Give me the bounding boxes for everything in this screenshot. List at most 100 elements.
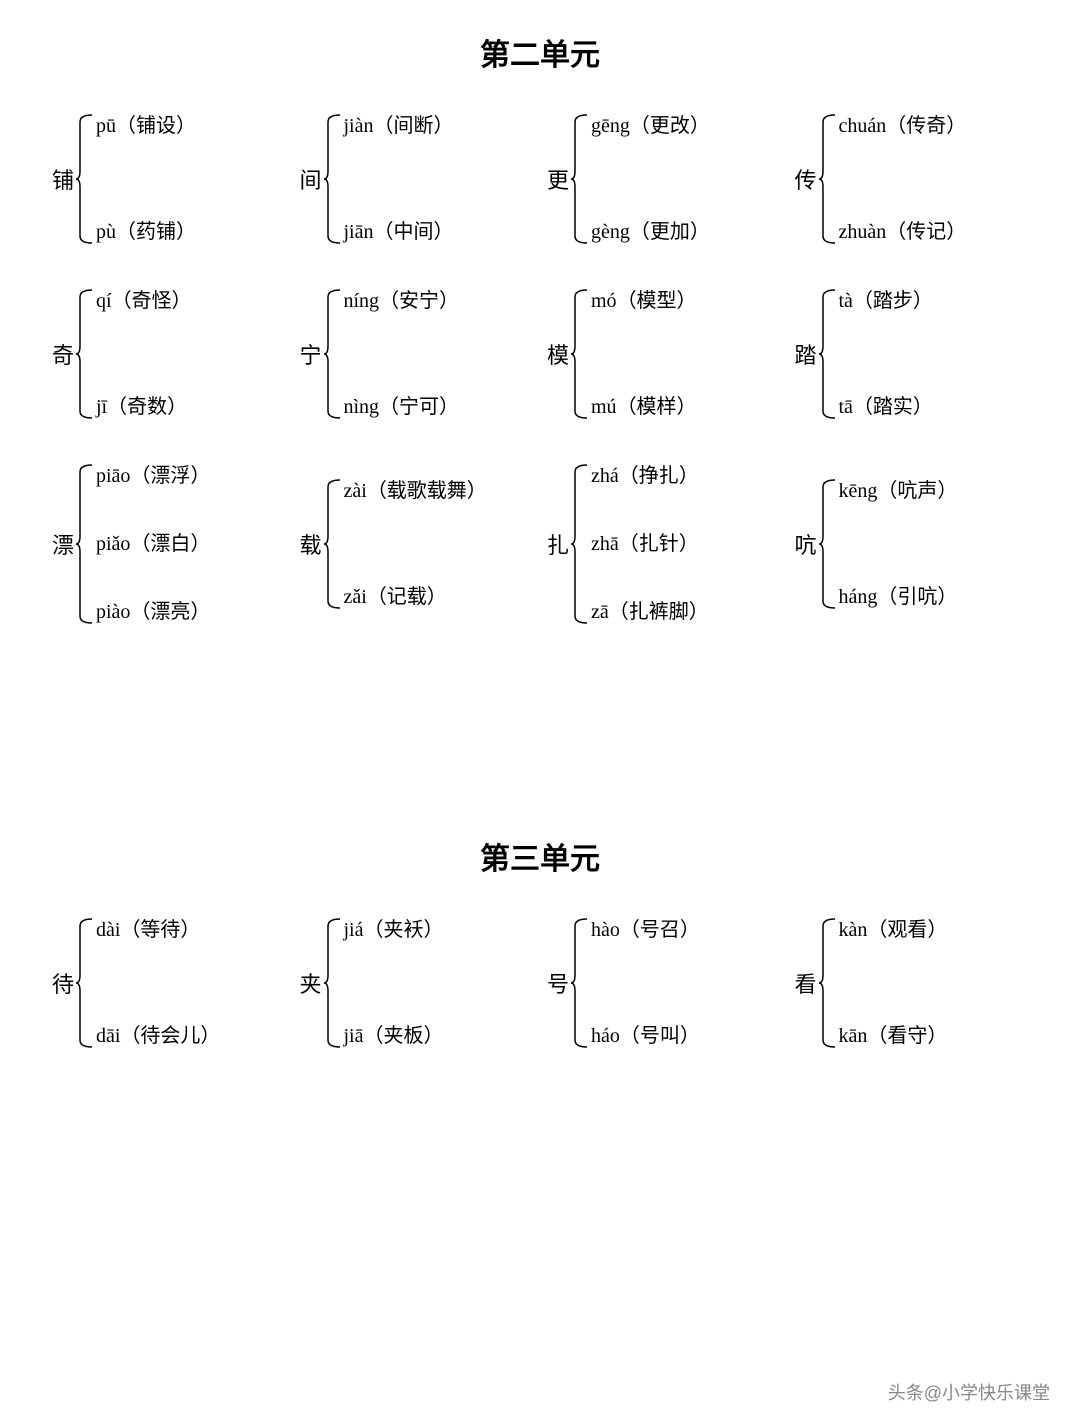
readings-list: piāo（漂浮）piǎo（漂白）piào（漂亮） [92, 464, 288, 624]
example-word: （漂亮） [130, 601, 210, 623]
polyphonic-entry: 号hào（号召）háo（号叫） [545, 918, 783, 1048]
brace-icon [819, 289, 835, 419]
brace-icon [324, 289, 340, 419]
pinyin: kàn [839, 919, 868, 941]
reading-item: pū（铺设） [96, 114, 288, 138]
entry-grid: 待dài（等待）dāi（待会儿）夹jiá（夹袄）jiā（夹板）号hào（号召）h… [50, 918, 1030, 1048]
reading-item: hào（号召） [591, 918, 783, 942]
readings-list: dài（等待） dāi（待会儿） [92, 918, 288, 1048]
hanzi-char: 更 [545, 163, 571, 195]
polyphonic-entry: 漂piāo（漂浮）piǎo（漂白）piào（漂亮） [50, 464, 288, 624]
pinyin: mú [591, 396, 617, 418]
example-word: （踏实） [853, 396, 933, 418]
pinyin: kān [839, 1025, 868, 1047]
example-word: （夹袄） [364, 919, 444, 941]
polyphonic-entry: 间 jiàn（间断） jiān（中间） [298, 114, 536, 244]
reading-item: jiān（中间） [344, 220, 536, 244]
unit-title: 第三单元 [50, 834, 1030, 878]
polyphonic-entry: 铺pū（铺设）pù（药铺） [50, 114, 288, 244]
reading-item: níng（安宁） [344, 289, 536, 313]
reading-item: kān（看守） [839, 1024, 1031, 1048]
readings-list: níng（安宁）nìng（宁可） [340, 289, 536, 419]
pinyin: mó [591, 290, 617, 312]
example-word: （模型） [617, 290, 697, 312]
polyphonic-entry: 载zài（载歌载舞）zǎi（记载） [298, 464, 536, 624]
reading-item: mó（模型） [591, 289, 783, 313]
reading-item: kēng（吭声） [839, 479, 1031, 503]
example-word: （记载） [367, 586, 447, 608]
pinyin: jiān [344, 221, 374, 243]
example-word: （漂白） [130, 533, 210, 555]
brace-icon [571, 918, 587, 1048]
reading-item: háo（号叫） [591, 1024, 783, 1048]
brace-icon [571, 464, 587, 624]
example-word: （扎针） [619, 533, 699, 555]
example-word: （药铺） [116, 221, 196, 243]
pinyin: jī [96, 396, 107, 418]
pinyin: jiá [344, 919, 364, 941]
reading-item: dāi（待会儿） [96, 1024, 288, 1048]
hanzi-char: 扎 [545, 528, 571, 560]
brace-icon [571, 289, 587, 419]
reading-item: zā（扎裤脚） [591, 600, 783, 624]
reading-item: dài（等待） [96, 918, 288, 942]
pinyin: pū [96, 115, 116, 137]
example-word: （看守） [867, 1025, 947, 1047]
brace-icon [324, 918, 340, 1048]
brace-icon [819, 114, 835, 244]
pinyin: dài [96, 919, 120, 941]
reading-item: jiá（夹袄） [344, 918, 536, 942]
example-word: （引吭） [877, 586, 957, 608]
brace-icon [571, 114, 587, 244]
hanzi-char: 载 [298, 528, 324, 560]
pinyin: zhá [591, 465, 619, 487]
example-word: （更加） [630, 221, 710, 243]
brace-icon [819, 479, 835, 609]
example-word: （观看） [867, 919, 947, 941]
pinyin: chuán [839, 115, 887, 137]
pinyin: kēng [839, 480, 878, 502]
polyphonic-entry: 扎zhá（挣扎）zhā（扎针）zā（扎裤脚） [545, 464, 783, 624]
pinyin: tà [839, 290, 853, 312]
hanzi-char: 漂 [50, 528, 76, 560]
polyphonic-entry: 吭 kēng（吭声） háng（引吭） [793, 464, 1031, 624]
hanzi-char: 踏 [793, 338, 819, 370]
hanzi-char: 看 [793, 967, 819, 999]
reading-item: piāo（漂浮） [96, 464, 288, 488]
readings-list: mó（模型）mú（模样） [587, 289, 783, 419]
example-word: （吭声） [877, 480, 957, 502]
pinyin: háng [839, 586, 878, 608]
reading-item: pù（药铺） [96, 220, 288, 244]
example-word: （号叫） [620, 1025, 700, 1047]
pinyin: nìng [344, 396, 380, 418]
polyphonic-entry: 待 dài（等待） dāi（待会儿） [50, 918, 288, 1048]
pinyin: piǎo [96, 533, 130, 555]
example-word: （挣扎） [619, 465, 699, 487]
reading-item: jiā（夹板） [344, 1024, 536, 1048]
readings-list: hào（号召） háo（号叫） [587, 918, 783, 1048]
example-word: （载歌载舞） [367, 480, 487, 502]
readings-list: gēng（更改） gèng（更加） [587, 114, 783, 244]
entry-grid: 铺pū（铺设）pù（药铺）间jiàn（间断）jiān（中间）更gēng（更改）g… [50, 114, 1030, 624]
pinyin: tā [839, 396, 853, 418]
watermark: 头条@小学快乐课堂 [888, 1379, 1050, 1405]
example-word: （更改） [630, 115, 710, 137]
readings-list: kēng（吭声） háng（引吭） [835, 479, 1031, 609]
hanzi-char: 吭 [793, 528, 819, 560]
brace-icon [324, 114, 340, 244]
reading-item: tā（踏实） [839, 395, 1031, 419]
pinyin: háo [591, 1025, 620, 1047]
pinyin: jiā [344, 1025, 364, 1047]
pinyin: gèng [591, 221, 630, 243]
reading-item: zhuàn（传记） [839, 220, 1031, 244]
pinyin: dāi [96, 1025, 120, 1047]
pinyin: gēng [591, 115, 630, 137]
example-word: （号召） [620, 919, 700, 941]
hanzi-char: 待 [50, 967, 76, 999]
example-word: （中间） [374, 221, 454, 243]
hanzi-char: 间 [298, 163, 324, 195]
polyphonic-entry: 夹jiá（夹袄）jiā（夹板） [298, 918, 536, 1048]
readings-list: qí（奇怪）jī（奇数） [92, 289, 288, 419]
example-word: （夹板） [364, 1025, 444, 1047]
reading-item: jiàn（间断） [344, 114, 536, 138]
